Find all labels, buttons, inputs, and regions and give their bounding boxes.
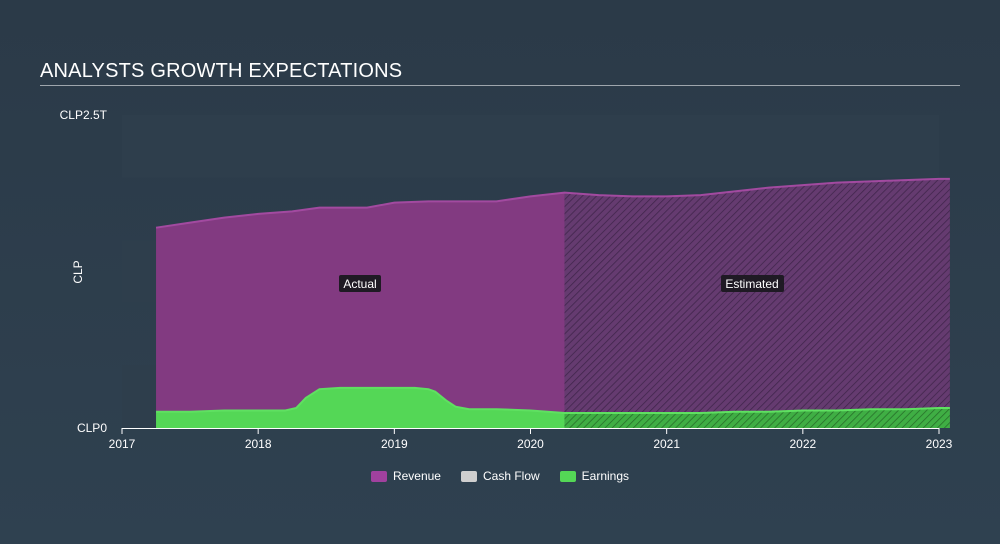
chart-legend: Revenue Cash Flow Earnings [0, 469, 1000, 483]
revenue-area-actual [156, 192, 565, 428]
x-tick-label-2021: 2021 [653, 437, 680, 451]
legend-swatch-earnings [559, 470, 576, 482]
x-tick-label-2017: 2017 [109, 437, 136, 451]
x-tick-label-2020: 2020 [517, 437, 544, 451]
legend-swatch-cashflow [460, 470, 477, 482]
revenue-hatch-estimated [564, 178, 950, 428]
actual-label: Actual [343, 277, 376, 291]
x-tick-label-2023: 2023 [926, 437, 953, 451]
revenue-line [155, 177, 950, 229]
chart-title: ANALYSTS GROWTH EXPECTATIONS [40, 60, 403, 82]
y-tick-label-bottom: CLP0 [77, 421, 107, 435]
x-tick-label-2018: 2018 [245, 437, 272, 451]
y-axis-label: CLP [71, 260, 85, 283]
earnings-area-actual [156, 387, 565, 428]
background-band [122, 115, 939, 178]
estimated-label: Estimated [725, 277, 778, 291]
estimated-annotation: Estimated [721, 275, 784, 292]
earnings-line [156, 386, 950, 414]
earnings-hatch-estimated [564, 407, 950, 428]
x-tick-label-2019: 2019 [381, 437, 408, 451]
legend-item-earnings[interactable]: Earnings [559, 469, 630, 483]
legend-swatch-revenue [370, 470, 387, 482]
legend-label-revenue: Revenue [392, 469, 441, 483]
axes: 2017 2018 2019 2020 2021 2022 2023 [109, 428, 953, 451]
title-divider [40, 85, 960, 86]
legend-item-cashflow[interactable]: Cash Flow [460, 469, 540, 483]
legend-label-cashflow: Cash Flow [482, 469, 540, 483]
legend-label-earnings: Earnings [581, 469, 630, 483]
actual-annotation: Actual [339, 275, 381, 292]
legend-item-revenue[interactable]: Revenue [370, 469, 441, 483]
x-tick-label-2022: 2022 [789, 437, 816, 451]
series-areas [155, 177, 950, 428]
y-tick-label-top: CLP2.5T [60, 108, 108, 122]
